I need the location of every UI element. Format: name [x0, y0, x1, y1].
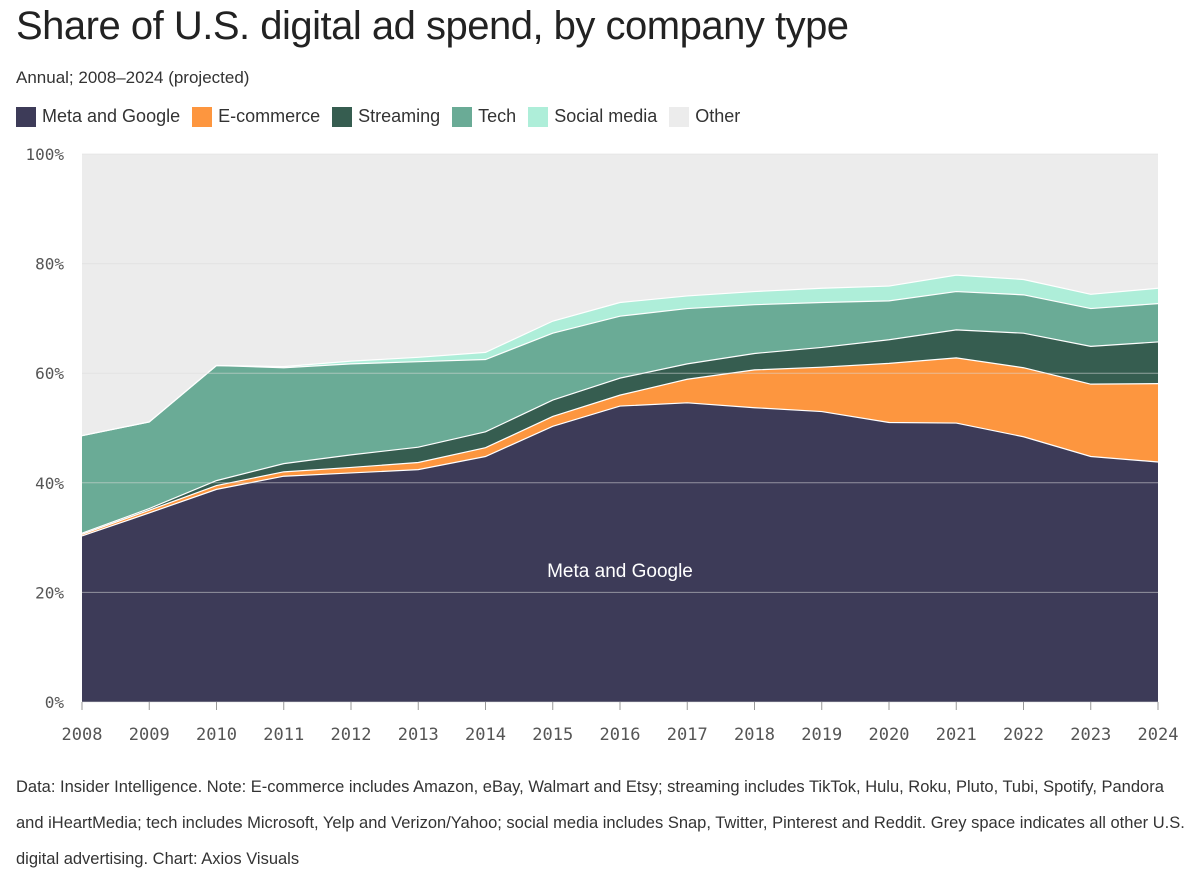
legend-swatch — [452, 106, 473, 127]
annotations: Meta and Google — [547, 561, 693, 582]
legend-item-other: Other — [669, 106, 740, 127]
legend-label: Streaming — [358, 106, 441, 126]
legend-item-tech: Tech — [452, 106, 516, 127]
legend-swatch — [528, 106, 549, 127]
legend-label: Other — [695, 106, 741, 126]
legend: Meta and Google E-commerce Streaming Tech So… — [16, 106, 752, 127]
area-meta-and-google — [82, 402, 1158, 702]
x-tick-label: 2008 — [62, 725, 103, 745]
x-tick-label: 2016 — [600, 725, 641, 745]
x-tick-label: 2011 — [263, 725, 304, 745]
gridlines — [82, 153, 1158, 703]
chart-title: Share of U.S. digital ad spend, by compa… — [16, 4, 849, 48]
y-tick-label: 20% — [35, 583, 64, 602]
area-social-media — [82, 275, 1158, 436]
y-tick-label: 60% — [35, 364, 64, 383]
x-tick-label: 2022 — [1003, 725, 1044, 745]
area-layers — [81, 154, 1159, 702]
legend-item-e-commerce: E-commerce — [192, 106, 320, 127]
x-tick-label: 2018 — [734, 725, 775, 745]
y-tick-label: 80% — [35, 255, 64, 274]
x-tick-label: 2021 — [936, 725, 977, 745]
y-tick-label: 100% — [25, 145, 64, 164]
legend-item-social-media: Social media — [528, 106, 657, 127]
x-tick-label: 2019 — [801, 725, 842, 745]
annotation-meta-and-google: Meta and Google — [547, 561, 693, 582]
area-edge-meta-and-google — [81, 402, 1159, 537]
legend-label: Meta and Google — [42, 106, 181, 126]
area-edge-tech — [81, 290, 1159, 437]
legend-swatch — [192, 106, 213, 127]
x-tick-label: 2015 — [532, 725, 573, 745]
area-tech — [82, 291, 1158, 534]
x-tick-label: 2014 — [465, 725, 506, 745]
area-streaming — [82, 329, 1158, 535]
legend-swatch — [669, 106, 690, 127]
x-tick-label: 2012 — [331, 725, 372, 745]
chart-subtitle: Annual; 2008–2024 (projected) — [16, 68, 250, 87]
x-tick-label: 2010 — [196, 725, 237, 745]
y-tick-label: 40% — [35, 474, 64, 493]
legend-label: Tech — [478, 106, 517, 126]
legend-label: Social media — [554, 106, 658, 126]
footnote: Data: Insider Intelligence. Note: E-comm… — [16, 778, 1185, 868]
area-edge-e-commerce — [81, 357, 1159, 535]
x-axis: 2008 2009 2010 2011 2012 2013 2014 2015 2016 2017… — [62, 702, 1179, 745]
area-other — [82, 154, 1158, 436]
x-tick-label: 2013 — [398, 725, 439, 745]
legend-item-streaming: Streaming — [332, 106, 440, 127]
y-axis: 0% 20% 40% 60% 80% 100% — [25, 145, 64, 712]
area-e-commerce — [82, 357, 1158, 536]
area-edge-social-media — [81, 274, 1159, 437]
legend-item-meta-and-google: Meta and Google — [16, 106, 180, 127]
x-tick-label: 2020 — [869, 725, 910, 745]
y-tick-label: 0% — [45, 693, 65, 712]
x-tick-label: 2017 — [667, 725, 708, 745]
area-edge-streaming — [81, 329, 1159, 534]
legend-label: E-commerce — [218, 106, 321, 126]
x-tick-label: 2024 — [1138, 725, 1179, 745]
legend-swatch — [332, 106, 353, 127]
x-tick-label: 2009 — [129, 725, 170, 745]
legend-swatch — [16, 106, 36, 127]
x-tick-label: 2023 — [1070, 725, 1111, 745]
area-chart: 0%20%40%60%80%100% 2008 2009 2010 2011 2012 2… — [25, 145, 1179, 745]
